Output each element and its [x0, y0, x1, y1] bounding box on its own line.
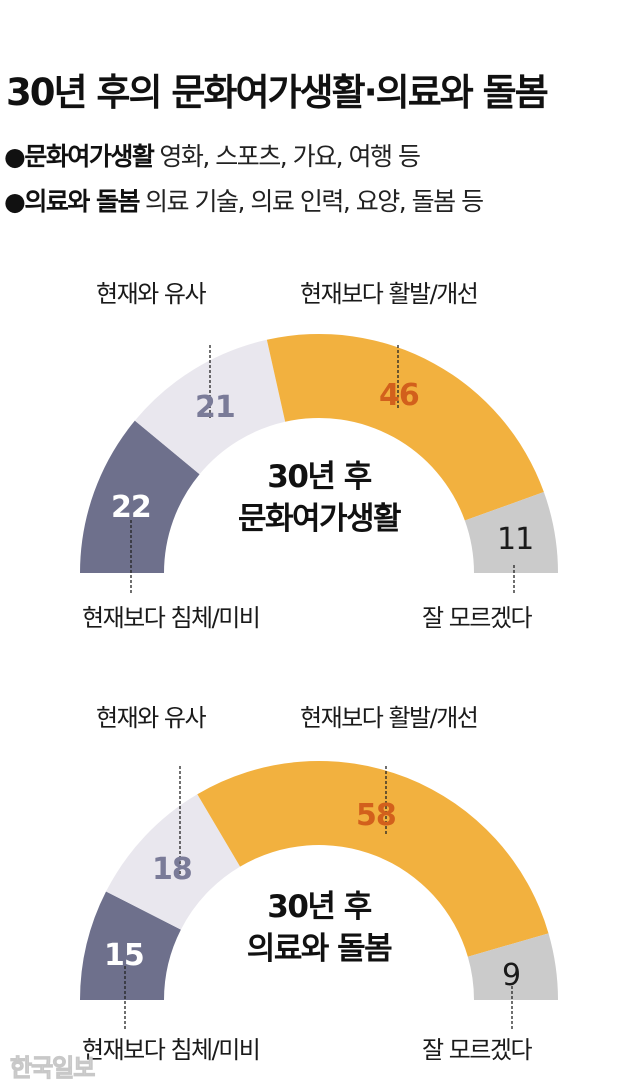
segment-3: [467, 933, 558, 1000]
segment-0: [80, 891, 181, 1000]
label-improved: 현재보다 활발/개선: [300, 280, 479, 308]
label-similar: 현재와 유사: [96, 704, 207, 732]
value-similar: 18: [152, 852, 193, 887]
center-line1: 30년 후: [267, 889, 372, 925]
center-line2: 문화여가생활: [237, 501, 402, 537]
segment-0: [80, 420, 200, 573]
value-improved: 58: [356, 798, 397, 833]
center-line2: 의료와 돌봄: [246, 931, 393, 967]
label-similar: 현재와 유사: [96, 280, 207, 308]
label-unknown: 잘 모르겠다: [422, 1036, 533, 1064]
legend-desc: 영화, 스포츠, 가요, 여행 등: [159, 142, 421, 171]
chart-culture: 현재와 유사 현재보다 활발/개선 현재보다 침체/미비 잘 모르겠다 21 4…: [0, 260, 640, 640]
label-improved: 현재보다 활발/개선: [300, 704, 479, 732]
value-unknown: 9: [502, 958, 521, 993]
legend-item-culture: ●문화여가생활 영화, 스포츠, 가요, 여행 등: [4, 137, 421, 173]
bullet-icon: ●: [4, 142, 26, 171]
value-similar: 21: [195, 390, 236, 425]
center-title: 30년 후 의료와 돌봄: [169, 886, 469, 970]
semi-donut-culture: [80, 334, 558, 595]
label-stagnant: 현재보다 침체/미비: [82, 1036, 261, 1064]
bullet-icon: ●: [4, 187, 26, 216]
label-stagnant: 현재보다 침체/미비: [82, 604, 261, 632]
center-line1: 30년 후: [267, 459, 372, 495]
legend-desc: 의료 기술, 의료 인력, 요양, 돌봄 등: [145, 187, 484, 216]
segment-2: [266, 334, 544, 521]
page-title: 30년 후의 문화여가생활·의료와 돌봄: [6, 71, 549, 114]
segment-1: [106, 794, 241, 930]
segment-2: [197, 761, 549, 957]
value-stagnant: 15: [104, 938, 145, 973]
watermark: 한국일보: [9, 1054, 95, 1083]
value-unknown: 11: [497, 522, 534, 557]
center-title: 30년 후 문화여가생활: [169, 456, 469, 540]
value-stagnant: 22: [111, 490, 152, 525]
chart-care: 현재와 유사 현재보다 활발/개선 현재보다 침체/미비 잘 모르겠다 18 5…: [0, 686, 640, 1086]
semi-donut-care: [80, 761, 558, 1031]
legend-term: 문화여가생활: [24, 142, 155, 171]
legend-term: 의료와 돌봄: [24, 187, 140, 216]
value-improved: 46: [379, 378, 420, 413]
legend-item-care: ●의료와 돌봄 의료 기술, 의료 인력, 요양, 돌봄 등: [4, 182, 484, 218]
label-unknown: 잘 모르겠다: [422, 604, 533, 632]
segment-3: [464, 492, 558, 573]
